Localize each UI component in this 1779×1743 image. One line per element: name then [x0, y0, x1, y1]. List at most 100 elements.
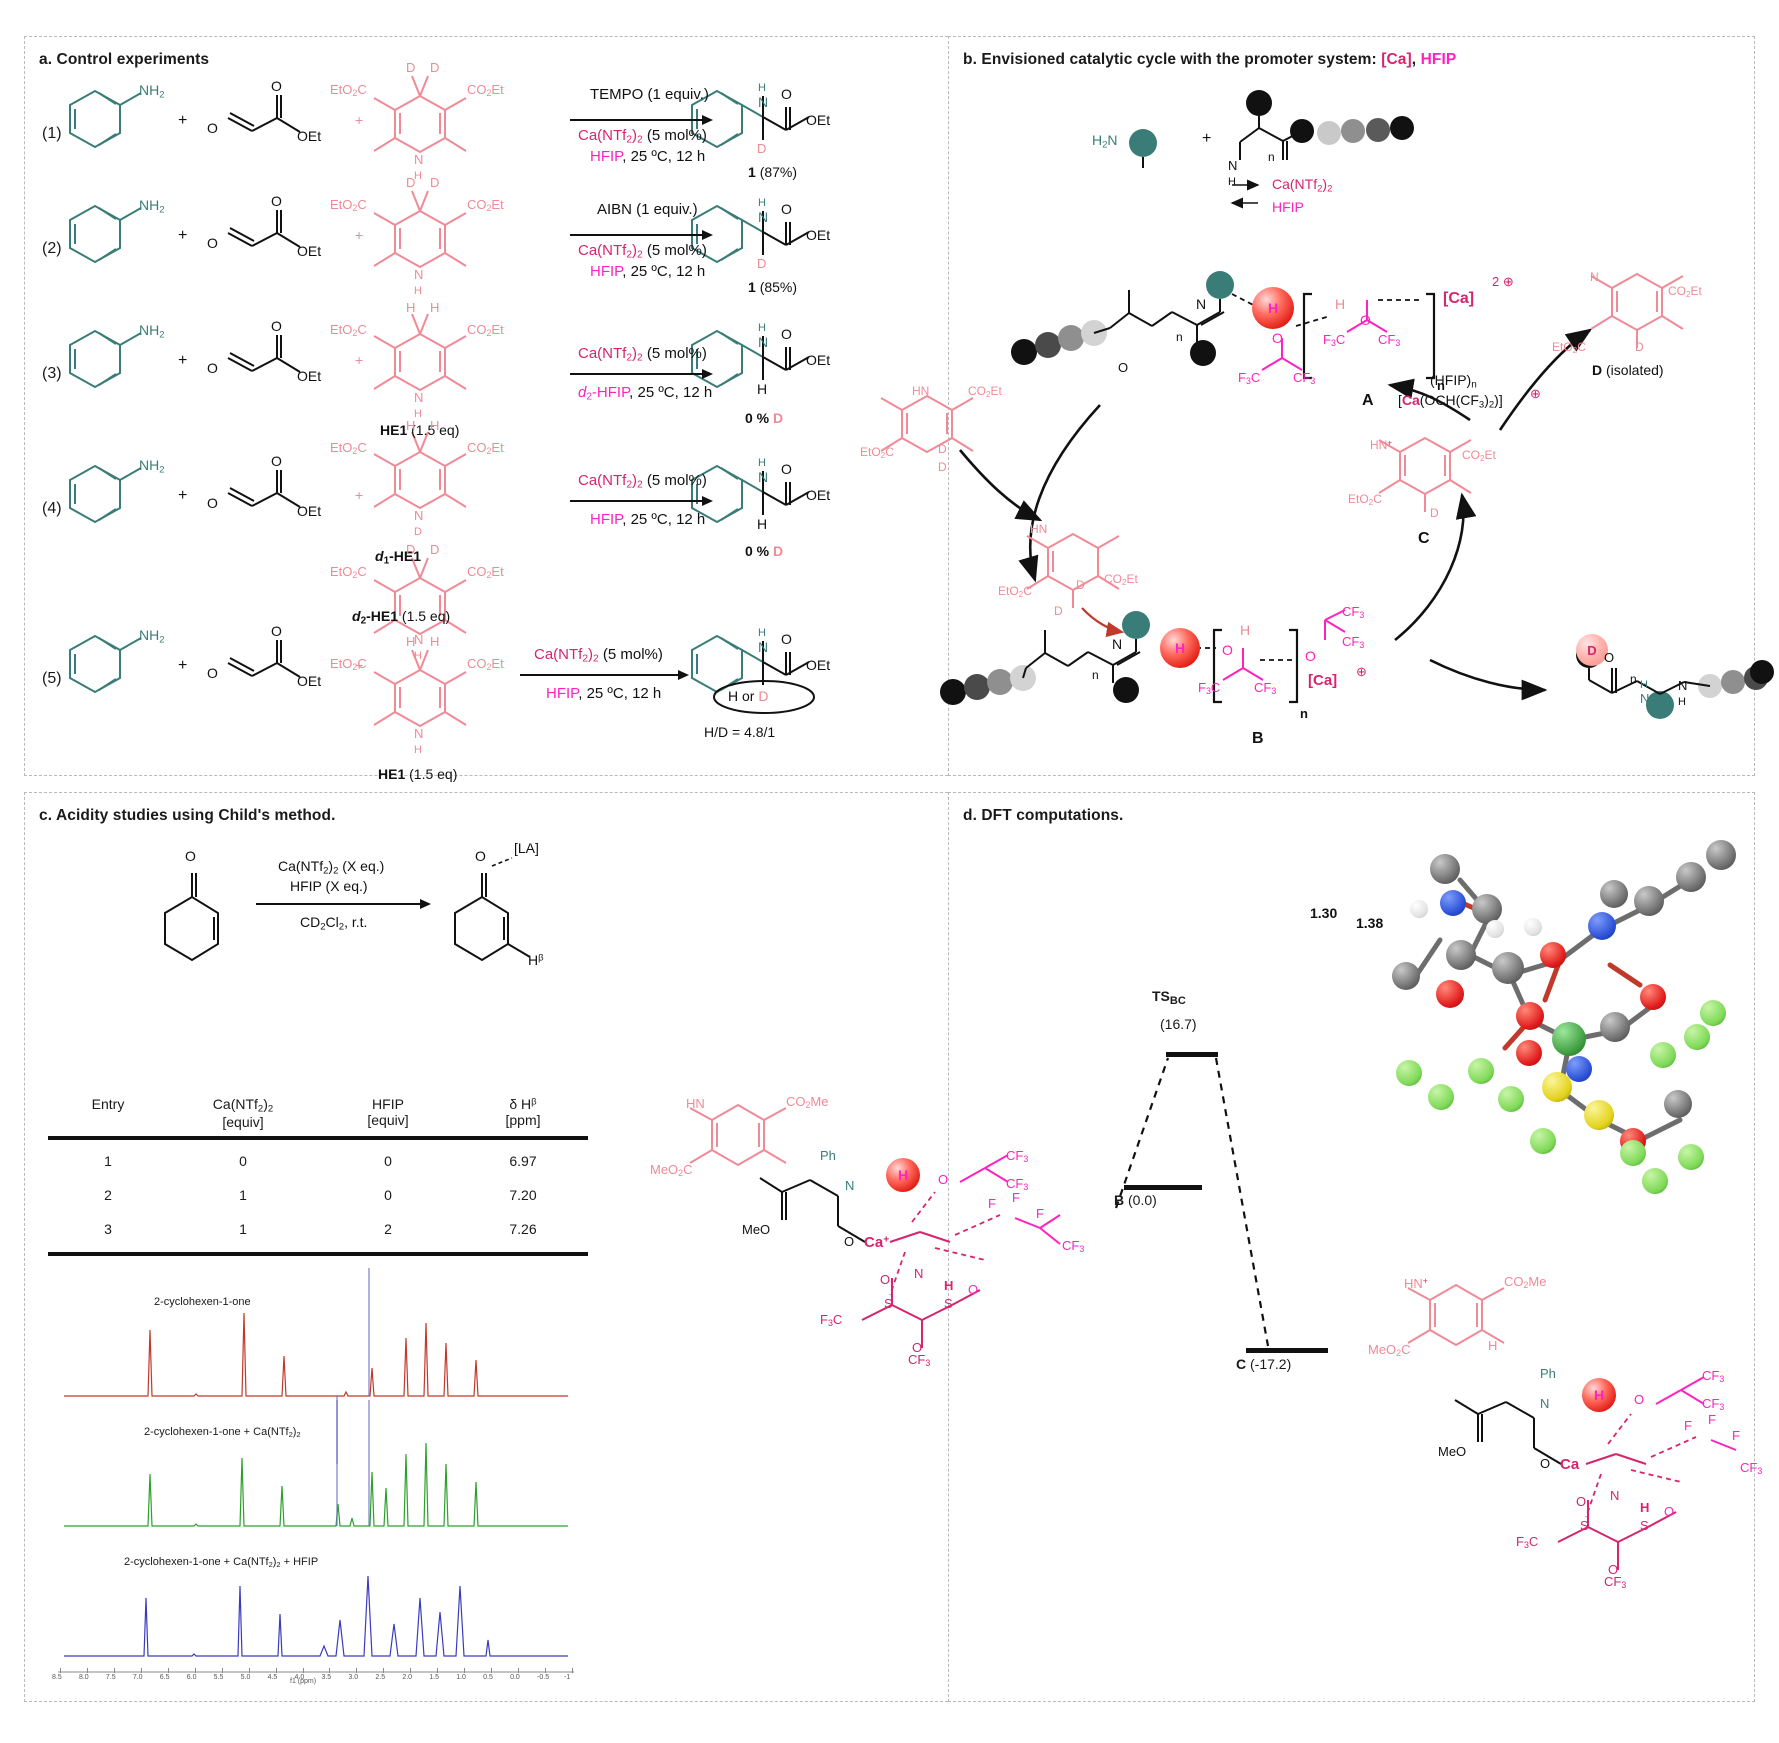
label-ca-ochcf3: [Ca(OCH(CF3)2)] [1398, 392, 1503, 411]
nmr-tick [60, 1668, 61, 1673]
label-h-r4b: H [430, 418, 440, 433]
row5-arrow-head [678, 670, 689, 680]
atom-nitrogen [1588, 912, 1616, 940]
label-h-B: H [1240, 622, 1251, 638]
label-n-sub-B: n [1092, 668, 1099, 682]
label-n-dft-right: N [1540, 1396, 1550, 1411]
nmr-tick-label: 2.0 [402, 1674, 413, 1681]
row-3-number: (3) [42, 365, 62, 382]
label-h-r3b: H [430, 300, 440, 315]
acidity-table: Entry Ca(NTf2)2 [equiv] HFIP [equiv] δ Hβ[… [48, 1096, 588, 1260]
row1-cond-top: TEMPO (1 equiv.) [590, 86, 709, 103]
label-co2et-left: CO2Et [968, 384, 1002, 400]
row2-arrow-head [702, 230, 713, 240]
label-o-prod-r1: O [781, 86, 792, 102]
energy-label-C: C (-17.2) [1236, 1356, 1292, 1372]
nmr-tick-label: -1 [564, 1674, 571, 1681]
plus-3a: + [178, 352, 188, 369]
plus-4b: + [355, 487, 364, 503]
label-o-B1: O [1222, 642, 1233, 658]
label-la: [LA] [514, 840, 539, 856]
label-o2-r4: O [271, 453, 282, 469]
label-d-B1: D [1076, 578, 1085, 592]
h-sphere-dft-left: H [886, 1158, 920, 1192]
row5-product-hd: H or D [728, 688, 769, 704]
label-h-beta: Hβ [528, 952, 544, 968]
label-ca-B: [Ca] [1308, 672, 1338, 689]
nmr-tick [194, 1668, 196, 1673]
label-hn-C: HN+ [1370, 438, 1393, 452]
cell-hfip: 0 [384, 1153, 392, 1170]
row5-arrow [520, 674, 680, 676]
atom-fluorine [1468, 1058, 1494, 1084]
row4-cond-mid: Ca(NTf2)2 (5 mol%) [578, 472, 707, 491]
header-ca: Ca(NTf2)2 [equiv] [212, 1096, 274, 1131]
atom-carbon [1430, 854, 1460, 884]
atom-carbon [1492, 952, 1524, 984]
atom-calcium [1552, 1022, 1586, 1056]
label-D: D (isolated) [1592, 362, 1664, 378]
row2-product-label: 1 (85%) [748, 279, 798, 295]
atom-fluorine [1678, 1144, 1704, 1170]
label-f3c2-A: F3C [1323, 332, 1346, 349]
row2-arrow [570, 234, 704, 236]
label-n-sub-A: n [1176, 330, 1183, 344]
table-row: 3 1 2 7.26 [48, 1212, 588, 1246]
plus-4a: + [178, 487, 188, 504]
label-s2-dft-left: S [944, 1296, 953, 1311]
row4-cond-bot: HFIP, 25 ºC, 12 h [590, 511, 706, 528]
nmr-tick [167, 1668, 169, 1673]
nmr-tick-label: 4.0 [294, 1674, 305, 1681]
atom-sulfur [1584, 1100, 1614, 1130]
label-o-hfip-A: O [1272, 330, 1283, 346]
label-f-dft-right-b: F [1708, 1412, 1716, 1427]
nmr-tick [329, 1668, 331, 1673]
label-d-r5b: D [430, 542, 440, 557]
label-h-hfip-A: H [1335, 296, 1346, 312]
atom-fluorine [1396, 1060, 1422, 1086]
label-eto2c-r5a: EtO2C [330, 564, 367, 581]
cycle-plus: + [1202, 130, 1212, 147]
nmr-tick-label: 6.5 [159, 1674, 170, 1681]
atom-fluorine [1498, 1086, 1524, 1112]
label-cf3-A: CF3 [1293, 370, 1316, 387]
cell-entry: 2 [104, 1187, 112, 1204]
label-o-r5: O [207, 665, 218, 681]
cell-hfip: 2 [384, 1221, 392, 1238]
atom-carbon [1446, 940, 1476, 970]
row3-cond-bot: d2-HFIP, 25 ºC, 12 h [578, 384, 713, 403]
panel-c-arrow [256, 903, 422, 905]
label-o-prod-r4: O [781, 461, 792, 477]
label-f3cs-dft-right: F3C [1516, 1534, 1539, 1551]
label-s1-dft-left: S [884, 1296, 893, 1311]
atom-oxygen [1516, 1002, 1544, 1030]
label-n-A: N [1196, 296, 1207, 312]
label-f3c-A: F3C [1238, 370, 1261, 387]
cycle-cat-line2: HFIP [1272, 199, 1304, 215]
nmr-tick-label: -0.5 [537, 1674, 550, 1681]
bond-length-2: 1.38 [1356, 915, 1384, 931]
label-o-dft-right5: O [1608, 1562, 1619, 1577]
row1-arrow-head [702, 115, 713, 125]
label-eto2c-r5b: EtO2C [330, 656, 367, 673]
atom-oxygen [1436, 980, 1464, 1008]
atom-carbon [1600, 880, 1628, 908]
label-h-r5a: H [406, 634, 416, 649]
amine-sphere [1129, 129, 1157, 157]
panel-c-title: c. Acidity studies using Child's method. [39, 807, 336, 824]
label-h-r4a: H [406, 418, 416, 433]
label-meo2c-dft-right: MeO2C [1368, 1342, 1411, 1359]
label-ph-dft-right: Ph [1540, 1366, 1556, 1381]
row5-reagent2-label: HE1 (1.5 eq) [378, 766, 458, 782]
row3-cond-mid: Ca(NTf2)2 (5 mol%) [578, 345, 707, 364]
label-A: A [1362, 392, 1374, 409]
atom-fluorine [1620, 1140, 1646, 1166]
label-eto2c-B: EtO2C [998, 584, 1032, 600]
label-d-B2: D [1054, 604, 1063, 618]
